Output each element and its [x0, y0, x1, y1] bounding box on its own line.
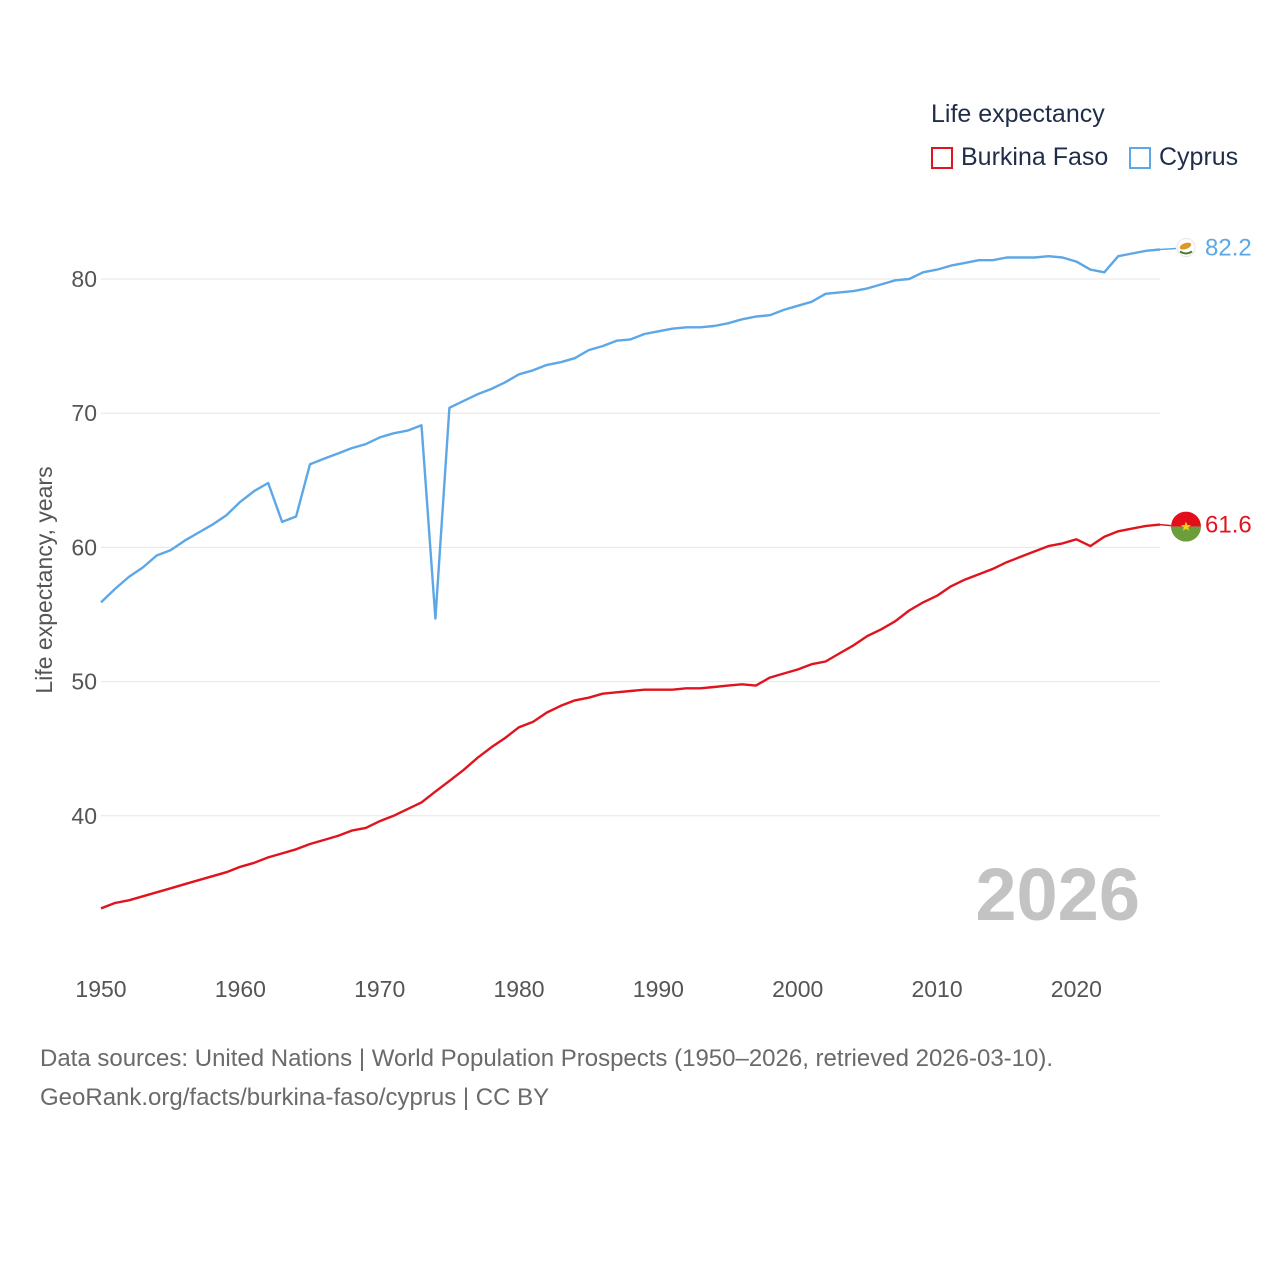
axis-ticks: 40 50 60 70 80 1950 1960 1970 1980 1990 2000 2010 20… [71, 266, 1102, 1002]
x-tick-label-1990: 1990 [633, 976, 684, 1002]
end-markers: 82.2 61.6 [1159, 234, 1252, 542]
x-tick-label-1970: 1970 [354, 976, 405, 1002]
burkina-faso-end-value-label: 61.6 [1205, 512, 1252, 539]
x-tick-label-2010: 2010 [911, 976, 962, 1002]
gridlines [101, 278, 1160, 817]
burkina-faso-swatch [931, 146, 953, 169]
cyprus-line [100, 248, 1161, 620]
cyprus-flag-icon [1176, 237, 1196, 257]
x-tick-label-1980: 1980 [493, 976, 544, 1002]
legend-item-burkina-faso[interactable]: Burkina Faso [931, 143, 1108, 172]
source-link[interactable]: GeoRank.org/facts/burkina-faso/cyprus | … [40, 1084, 550, 1111]
x-tick-label-1960: 1960 [215, 976, 266, 1002]
burkina-faso-end-connector [1159, 523, 1172, 527]
legend-item-cyprus[interactable]: Cyprus [1129, 143, 1238, 172]
y-tick-label-40: 40 [71, 803, 97, 829]
data-sources-note: Data sources: United Nations | World Pop… [40, 1045, 1054, 1072]
x-tick-label-2020: 2020 [1051, 976, 1102, 1002]
legend-title: Life expectancy [931, 100, 1105, 128]
legend-label-burkina-faso: Burkina Faso [961, 143, 1109, 171]
y-tick-label-80: 80 [71, 266, 97, 292]
x-tick-label-2000: 2000 [772, 976, 823, 1002]
y-tick-label-50: 50 [71, 669, 97, 695]
legend-label-cyprus: Cyprus [1159, 143, 1239, 171]
x-tick-label-1950: 1950 [75, 976, 126, 1002]
cyprus-swatch [1129, 146, 1151, 169]
cyprus-end-value-label: 82.2 [1205, 234, 1252, 261]
year-watermark: 2026 [975, 853, 1140, 936]
burkina-faso-flag-icon [1171, 511, 1201, 542]
y-tick-label-60: 60 [71, 534, 97, 560]
y-axis-label: Life expectancy, years [31, 466, 57, 693]
burkina-faso-line [100, 523, 1161, 910]
cyprus-end-connector [1159, 247, 1177, 251]
series-lines [100, 248, 1161, 910]
y-tick-label-70: 70 [71, 400, 97, 426]
